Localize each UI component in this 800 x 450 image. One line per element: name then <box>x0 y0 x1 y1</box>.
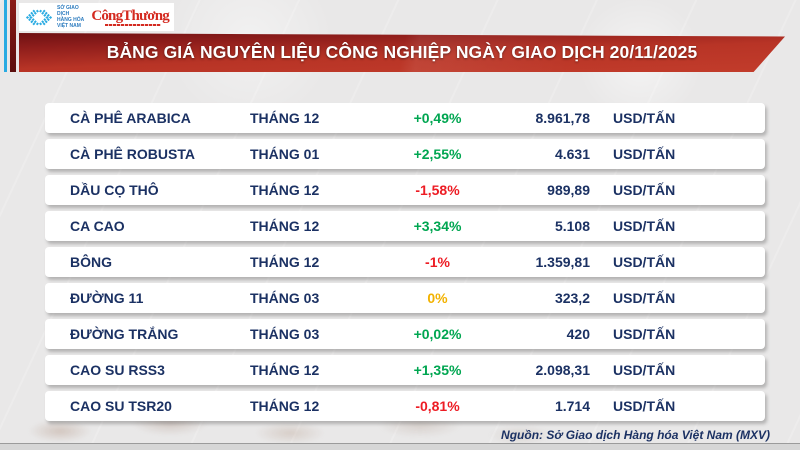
price-value: 2.098,31 <box>535 362 591 378</box>
change-percent: +1,35% <box>413 362 462 378</box>
cong-thuong-logo-text: CôngThương <box>91 7 169 24</box>
contract-month: THÁNG 12 <box>250 182 320 198</box>
price-table-body: CÀ PHÊ ARABICA THÁNG 12 +0,49% 8.961,78 … <box>45 103 765 427</box>
source-note: Nguồn: Sở Giao dịch Hàng hóa Việt Nam (M… <box>501 428 770 442</box>
table-row: CAO SU RSS3 THÁNG 12 +1,35% 2.098,31 USD… <box>45 355 765 385</box>
mxv-logo-line3: VIỆT NAM <box>57 23 81 29</box>
change-percent: +3,34% <box>413 218 462 234</box>
logo-panel: SỞ GIAO DỊCH HÀNG HÓA VIỆT NAM CôngThươn… <box>19 3 174 31</box>
price-value: 420 <box>566 326 590 342</box>
table-row: CÀ PHÊ ROBUSTA THÁNG 01 +2,55% 4.631 USD… <box>45 139 765 169</box>
bottom-bar <box>0 443 800 450</box>
change-percent: +0,02% <box>413 326 462 342</box>
price-value: 1.714 <box>554 398 590 414</box>
commodity-name: ĐƯỜNG TRẮNG <box>70 326 179 342</box>
contract-month: THÁNG 01 <box>250 146 320 162</box>
price-unit: USD/TẤN <box>613 218 676 234</box>
contract-month: THÁNG 12 <box>250 362 320 378</box>
table-row: ĐƯỜNG TRẮNG THÁNG 03 +0,02% 420 USD/TẤN <box>45 319 765 349</box>
commodity-name: BÔNG <box>70 254 112 270</box>
commodity-name: CÀ PHÊ ROBUSTA <box>70 146 195 162</box>
contract-month: THÁNG 03 <box>250 290 320 306</box>
price-value: 989,89 <box>547 182 590 198</box>
page-title: BẢNG GIÁ NGUYÊN LIỆU CÔNG NGHIỆP NGÀY GI… <box>106 42 698 62</box>
table-row: CA CAO THÁNG 12 +3,34% 5.108 USD/TẤN <box>45 211 765 241</box>
price-value: 5.108 <box>554 218 590 234</box>
left-accent-stripe-cyan <box>4 0 7 72</box>
price-unit: USD/TẤN <box>613 362 676 378</box>
price-value: 4.631 <box>554 146 590 162</box>
commodity-name: ĐƯỜNG 11 <box>70 290 144 306</box>
title-banner: BẢNG GIÁ NGUYÊN LIỆU CÔNG NGHIỆP NGÀY GI… <box>19 33 785 72</box>
change-percent: 0% <box>427 290 448 306</box>
commodity-name: CA CAO <box>70 218 125 234</box>
table-row: BÔNG THÁNG 12 -1% 1.359,81 USD/TẤN <box>45 247 765 277</box>
commodity-name: CÀ PHÊ ARABICA <box>70 110 191 126</box>
cong-thuong-logo: CôngThương <box>91 7 170 26</box>
price-unit: USD/TẤN <box>613 182 676 198</box>
table-row: CAO SU TSR20 THÁNG 12 -0,81% 1.714 USD/T… <box>45 391 765 421</box>
change-percent: -1% <box>425 254 450 270</box>
price-unit: USD/TẤN <box>613 290 676 306</box>
price-value: 323,2 <box>554 290 590 306</box>
table-row: ĐƯỜNG 11 THÁNG 03 0% 323,2 USD/TẤN <box>45 283 765 313</box>
price-unit: USD/TẤN <box>613 326 676 342</box>
cong-thuong-logo-subline <box>105 23 162 26</box>
left-accent-stripe-maroon <box>10 0 16 72</box>
contract-month: THÁNG 12 <box>250 110 320 126</box>
mxv-logo-icon <box>24 8 54 27</box>
contract-month: THÁNG 03 <box>250 326 320 342</box>
contract-month: THÁNG 12 <box>250 254 320 270</box>
price-unit: USD/TẤN <box>613 398 676 414</box>
change-percent: +2,55% <box>413 146 462 162</box>
price-value: 8.961,78 <box>535 110 591 126</box>
table-row: DẦU CỌ THÔ THÁNG 12 -1,58% 989,89 USD/TẤ… <box>45 175 765 205</box>
change-percent: +0,49% <box>413 110 462 126</box>
commodity-name: CAO SU RSS3 <box>70 362 165 378</box>
price-unit: USD/TẤN <box>613 254 676 270</box>
contract-month: THÁNG 12 <box>250 218 320 234</box>
commodity-name: DẦU CỌ THÔ <box>70 182 159 198</box>
price-value: 1.359,81 <box>535 254 591 270</box>
change-percent: -1,58% <box>415 182 460 198</box>
commodity-name: CAO SU TSR20 <box>70 398 172 414</box>
change-percent: -0,81% <box>415 398 460 414</box>
contract-month: THÁNG 12 <box>250 398 320 414</box>
mxv-logo-text: SỞ GIAO DỊCH HÀNG HÓA VIỆT NAM <box>57 5 84 29</box>
table-row: CÀ PHÊ ARABICA THÁNG 12 +0,49% 8.961,78 … <box>45 103 765 133</box>
price-unit: USD/TẤN <box>613 146 676 162</box>
mxv-logo-line2: HÀNG HÓA <box>57 17 85 23</box>
mxv-logo-line1: SỞ GIAO DỊCH <box>57 5 79 17</box>
price-unit: USD/TẤN <box>613 110 676 126</box>
